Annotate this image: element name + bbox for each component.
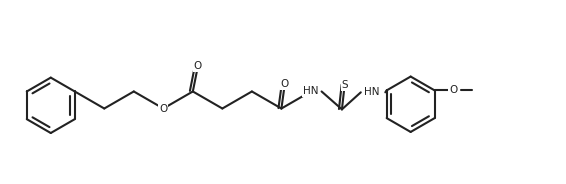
- Text: S: S: [341, 80, 348, 90]
- Text: O: O: [281, 79, 289, 89]
- Text: HN: HN: [364, 87, 379, 97]
- Text: O: O: [449, 85, 457, 95]
- Text: O: O: [159, 104, 168, 114]
- Text: O: O: [194, 61, 202, 71]
- Text: HN: HN: [303, 86, 319, 96]
